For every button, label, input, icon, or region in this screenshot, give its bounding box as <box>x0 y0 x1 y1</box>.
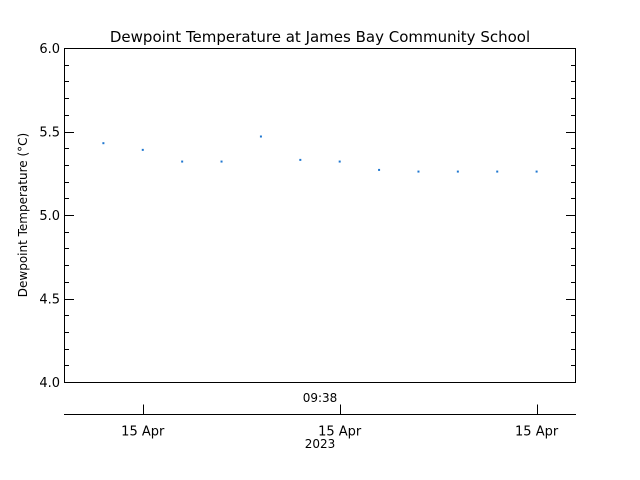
data-point <box>378 168 381 171</box>
data-point <box>299 158 302 161</box>
data-point <box>181 160 184 163</box>
data-point <box>456 170 459 173</box>
x-tick-label: 15 Apr <box>121 425 165 440</box>
x-tick-label: 15 Apr <box>318 425 362 440</box>
x-year-label: 2023 <box>305 437 336 451</box>
y-axis-label: Dewpoint Temperature (°C) <box>16 133 30 297</box>
y-tick-label: 5.0 <box>39 209 60 224</box>
y-tick-label: 6.0 <box>39 42 60 57</box>
data-point <box>102 142 105 145</box>
data-point <box>417 170 420 173</box>
x-time-label: 09:38 <box>303 391 338 405</box>
x-axis: 15 Apr 15 Apr 15 Apr <box>121 404 559 440</box>
data-point <box>535 170 538 173</box>
data-point <box>496 170 499 173</box>
x-tick-label: 15 Apr <box>515 425 559 440</box>
plot-frame <box>64 48 576 383</box>
data-point <box>338 160 341 163</box>
chart-title: Dewpoint Temperature at James Bay Commun… <box>110 28 530 46</box>
y-tick-label: 5.5 <box>39 126 60 141</box>
data-point <box>141 148 144 151</box>
y-tick-label: 4.5 <box>39 293 60 308</box>
y-tick-label: 4.0 <box>39 376 60 391</box>
data-points <box>102 135 538 173</box>
data-point <box>259 135 262 138</box>
y-axis: 4.0 4.5 5.0 5.5 6.0 <box>39 42 576 391</box>
data-point <box>220 160 223 163</box>
